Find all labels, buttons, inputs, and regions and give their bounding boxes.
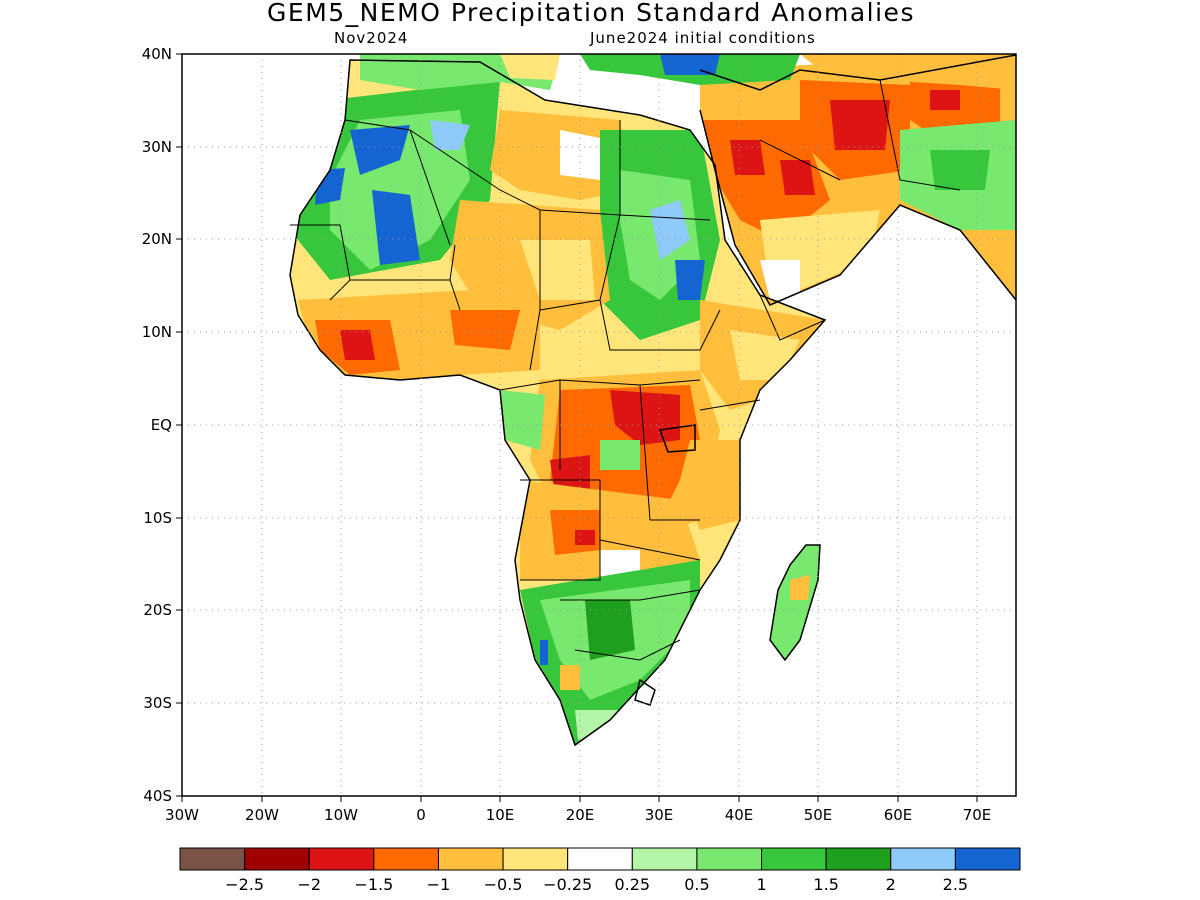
colorbar-label: −0.25 — [543, 875, 592, 894]
colorbar-swatch — [567, 847, 633, 871]
colorbar-swatch — [954, 847, 1021, 871]
lon-label: 50E — [804, 806, 833, 824]
lat-label: 40N — [142, 45, 172, 63]
lon-label: 20E — [566, 806, 595, 824]
lon-label: 30E — [645, 806, 674, 824]
colorbar-label: 2.5 — [943, 875, 968, 894]
lon-label: 40E — [725, 806, 754, 824]
lat-label: 30N — [142, 138, 172, 156]
colorbar-swatch — [179, 847, 246, 871]
colorbar-swatch — [696, 847, 763, 871]
lon-label: 10E — [486, 806, 515, 824]
lon-label: 0 — [416, 806, 426, 824]
colorbar-swatch — [890, 847, 956, 871]
madagascar-anomaly — [770, 545, 820, 660]
colorbar-swatch — [631, 847, 698, 871]
valid-month-label: Nov2024 — [334, 29, 409, 47]
colorbar-label: −0.5 — [484, 875, 523, 894]
initial-conditions-label: June2024 initial conditions — [590, 29, 816, 47]
coastlines — [289, 54, 1016, 747]
colorbar-swatch — [502, 847, 569, 871]
lon-label: 30W — [165, 806, 199, 824]
colorbar-labels: −2.5 −2 −1.5 −1 −0.5 −0.25 0.25 0.5 1 1.5 2 2.5 — [225, 875, 968, 894]
colorbar-label: 2 — [886, 875, 896, 894]
lat-label: 40S — [143, 787, 172, 805]
colorbar-label: −1 — [427, 875, 451, 894]
colorbar-label: −2 — [297, 875, 321, 894]
colorbar-swatch — [373, 847, 439, 871]
lat-label: 30S — [143, 694, 172, 712]
lon-label: 70E — [963, 806, 992, 824]
colorbar-label: 1 — [756, 875, 766, 894]
colorbar-label: 0.25 — [614, 875, 650, 894]
colorbar-swatch — [761, 847, 827, 871]
colorbar-label: 0.5 — [684, 875, 709, 894]
lon-label: 60E — [884, 806, 913, 824]
lat-label: EQ — [151, 416, 172, 434]
lon-label: 10W — [324, 806, 358, 824]
axis-ticks — [176, 53, 978, 802]
grid-lines — [182, 54, 1016, 796]
lat-label: 10S — [143, 509, 172, 527]
map-title: GEM5_NEMO Precipitation Standard Anomali… — [267, 0, 915, 27]
lon-label: 20W — [245, 806, 279, 824]
colorbar-swatch — [308, 847, 375, 871]
longitude-labels: 30W 20W 10W 0 10E 20E 30E 40E 50E 60E 70… — [165, 806, 991, 824]
colorbar-swatch — [244, 847, 310, 871]
colorbar-label: 1.5 — [813, 875, 838, 894]
colorbar-swatch — [437, 847, 504, 871]
lat-label: 20N — [142, 230, 172, 248]
lat-label: 10N — [142, 323, 172, 341]
colorbar — [179, 847, 1021, 871]
colorbar-label: −1.5 — [354, 875, 393, 894]
colorbar-label: −2.5 — [225, 875, 264, 894]
lat-label: 20S — [143, 601, 172, 619]
latitude-labels: 40N 30N 20N 10N EQ 10S 20S 30S 40S — [142, 45, 172, 805]
colorbar-swatch — [825, 847, 892, 871]
